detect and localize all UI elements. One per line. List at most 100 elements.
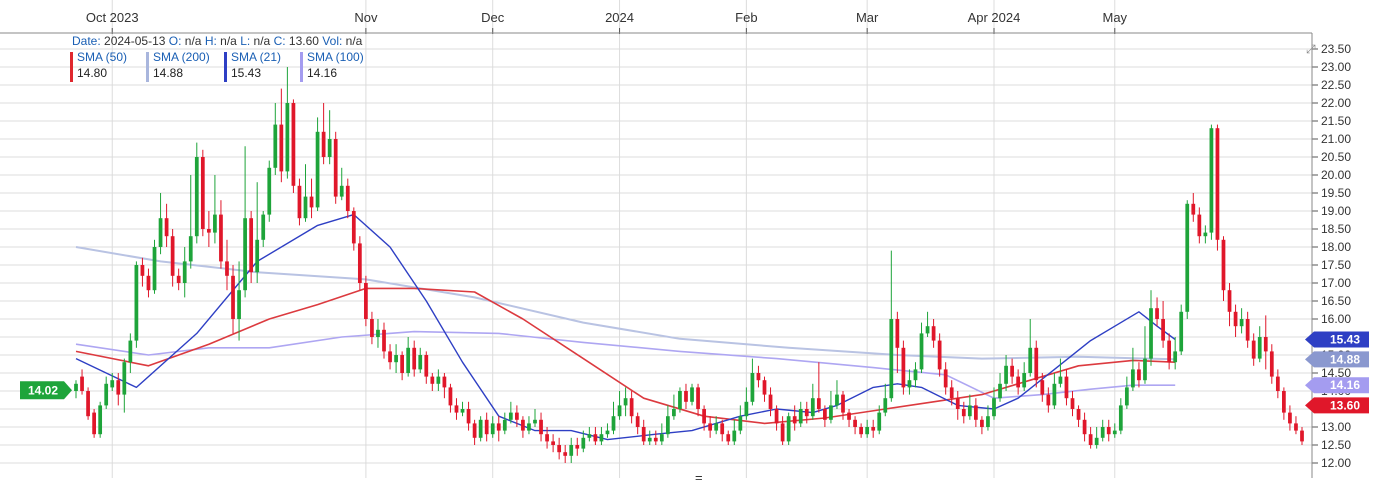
- price-tag: [1305, 397, 1369, 414]
- candle-body: [225, 261, 229, 276]
- candle-body: [1010, 365, 1014, 377]
- candle-body: [1269, 351, 1274, 377]
- candle-body: [678, 391, 682, 409]
- candle-body: [1294, 423, 1298, 431]
- candle-body: [1137, 369, 1141, 381]
- expand-icon[interactable]: ⤢: [1306, 42, 1316, 56]
- candle-body: [792, 416, 797, 424]
- candle-body: [1185, 203, 1190, 312]
- candle-body: [309, 196, 314, 208]
- vol-value: n/a: [345, 34, 363, 48]
- candle-body: [267, 167, 272, 215]
- candle-body: [116, 380, 121, 395]
- candle-body: [484, 419, 489, 435]
- legend-value: 14.80: [77, 66, 108, 80]
- candle-body: [357, 243, 362, 283]
- candle-body: [816, 398, 821, 409]
- candle-body: [1100, 427, 1105, 438]
- candle-body: [213, 214, 217, 233]
- last-price-tag: [20, 381, 72, 400]
- candle-body: [1131, 369, 1135, 388]
- candle-body: [206, 229, 211, 233]
- legend-name: SMA (100): [307, 50, 364, 64]
- candle-body: [1288, 412, 1292, 424]
- candle-body: [1203, 232, 1208, 237]
- candle-body: [804, 409, 809, 417]
- legend-swatch: [70, 52, 73, 82]
- legend-value: 14.16: [307, 66, 338, 80]
- candle-body: [502, 419, 507, 431]
- candle-body: [382, 329, 386, 352]
- candle-body: [140, 265, 145, 276]
- candle-body: [659, 434, 664, 442]
- candle-body: [394, 355, 398, 363]
- legend-value: 14.88: [153, 66, 184, 80]
- candle-body: [146, 275, 151, 291]
- candle-body: [472, 423, 477, 438]
- candle-body: [92, 412, 96, 435]
- candle-body: [219, 214, 223, 262]
- y-tick-label: 20.00: [1321, 168, 1351, 182]
- candle-body: [200, 157, 205, 229]
- candle-body: [249, 218, 254, 273]
- candle-body: [194, 157, 199, 237]
- candle-body: [1082, 419, 1087, 435]
- candle-body: [170, 236, 175, 276]
- candle-body: [418, 355, 423, 370]
- candle-body: [237, 290, 241, 319]
- candle-body: [895, 319, 900, 348]
- candle-body: [430, 376, 435, 384]
- close-label: C:: [273, 34, 286, 48]
- candle-body: [1161, 319, 1165, 341]
- y-tick-label: 12.50: [1321, 438, 1351, 452]
- candle-body: [1215, 128, 1220, 240]
- candle-body: [400, 355, 405, 373]
- candle-body: [303, 196, 308, 219]
- candle-body: [1143, 358, 1147, 381]
- candle-body: [80, 376, 84, 391]
- candle-body: [255, 239, 260, 273]
- candle-body: [986, 416, 990, 427]
- candle-body: [1076, 409, 1081, 420]
- candle-body: [104, 383, 109, 406]
- candle-body: [539, 419, 543, 435]
- ohlc-readout: Date: 2024-05-13 O: n/a H: n/a L: n/a C:…: [72, 34, 362, 48]
- candle-body: [1034, 347, 1039, 381]
- candle-body: [992, 398, 996, 417]
- candle-body: [1300, 430, 1304, 442]
- candle-body: [370, 319, 374, 337]
- x-tick-label: Feb: [735, 10, 757, 25]
- candle-body: [1197, 214, 1202, 237]
- candle-body: [285, 103, 290, 172]
- candle-body: [454, 405, 459, 413]
- candle-body: [744, 401, 749, 417]
- candle-body: [1058, 376, 1063, 384]
- candle-body: [1052, 383, 1057, 406]
- sma-100-line: [75, 330, 1176, 399]
- price-tag: [1305, 351, 1369, 368]
- y-tick-label: 14.50: [1321, 366, 1351, 380]
- candle-body: [1173, 351, 1178, 363]
- candle-body: [515, 412, 519, 420]
- x-tick-label: 2024: [605, 10, 634, 25]
- candle-body: [732, 430, 737, 442]
- candle-body: [448, 387, 453, 406]
- candle-body: [1263, 337, 1268, 352]
- candle-body: [955, 398, 960, 409]
- candle-body: [1167, 340, 1172, 363]
- y-tick-label: 17.00: [1321, 276, 1351, 290]
- candle-body: [243, 218, 247, 291]
- candle-body: [1245, 319, 1250, 341]
- candle-body: [376, 329, 380, 337]
- x-tick-label: Oct 2023: [86, 10, 139, 25]
- candle-body: [327, 139, 332, 157]
- y-tick-label: 22.00: [1321, 96, 1351, 110]
- candle-body: [1233, 311, 1238, 327]
- candle-body: [780, 423, 785, 442]
- last-price-tag-label: 14.02: [28, 383, 58, 397]
- candle-body: [1004, 365, 1008, 384]
- candle-body: [587, 434, 592, 438]
- y-tick-label: 13.00: [1321, 420, 1351, 434]
- candle-body: [297, 185, 302, 219]
